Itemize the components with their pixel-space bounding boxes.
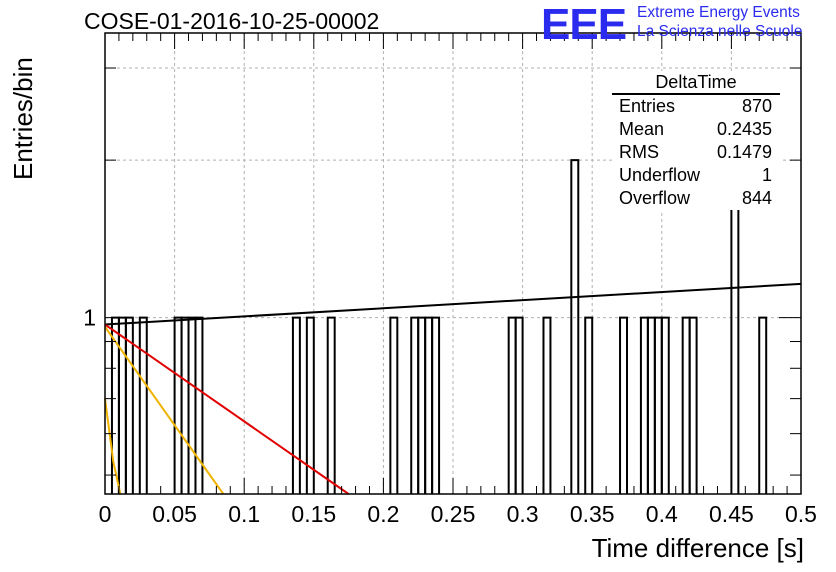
stats-label: Underflow [619,165,701,185]
histogram-bar [410,316,420,494]
histogram-bar [688,316,698,494]
histogram-bar [180,316,190,494]
logo-line-1: Extreme Energy Events [637,4,800,21]
histogram-bar [758,316,768,494]
histogram-bar [187,316,197,494]
x-tick-label: 0.3 [507,501,539,527]
histogram-bar [570,159,580,494]
histogram-bar [424,316,434,494]
histogram-bar [514,316,524,494]
stats-title: DeltaTime [612,71,780,95]
x-tick-label: 0.5 [785,501,817,527]
logo-caption: Extreme Energy Events La Scienza nelle S… [637,3,802,41]
stats-value: 844 [741,188,772,208]
histogram-bar [646,316,656,494]
histogram-bar [639,316,649,494]
histogram-bar [117,316,127,494]
histogram-bar [619,316,628,494]
stats-value: 1 [761,165,772,185]
stats-box: DeltaTime Entries 870 Mean 0.2435 RMS 0.… [612,71,780,210]
x-tick-label: 0.45 [709,501,754,527]
fit-curve [104,326,225,495]
stats-value: 0.2435 [716,119,772,139]
fit-curves [104,282,802,495]
histogram-bar [305,316,315,494]
stats-label: RMS [619,142,659,162]
histogram-bar [138,316,148,494]
stats-row-entries: Entries 870 [612,95,780,118]
histogram-bar [291,316,301,494]
chart-title: COSE-01-2016-10-25-00002 [84,8,380,34]
histogram-bar [417,316,427,494]
stats-value: 0.1479 [716,142,772,162]
eee-logo: EEE [541,0,627,49]
x-tick-label: 0.15 [291,501,336,527]
x-tick-label: 0.05 [152,501,197,527]
histogram-bar [653,316,663,494]
stats-label: Entries [619,96,676,116]
stats-label: Mean [619,119,665,139]
x-tick-label: 0 [99,501,112,527]
x-tick-label: 0.2 [367,501,399,527]
histogram-bars [110,159,768,494]
stats-row-overflow: Overflow 844 [612,187,780,210]
axes: 0 0.05 0.1 0.15 0.2 0.25 0.3 0.35 0.4 0.45 0.5 1 [83,32,817,527]
histogram-bar [730,159,740,494]
histogram-bar [660,316,670,494]
histogram-bar [542,316,552,494]
histogram-bar [173,316,183,494]
logo-line-2: La Scienza nelle Scuole [637,23,803,40]
fit-curve [104,282,802,326]
y-tick-label: 1 [83,305,96,331]
fit-curve [104,323,350,495]
stats-label: Overflow [619,188,691,208]
histogram-bar [194,316,204,494]
x-tick-label: 0.4 [646,501,678,527]
histogram-bar [431,316,441,494]
fit-curve [104,398,122,495]
histogram-bar [326,316,336,494]
histogram-bar [389,316,399,494]
stats-row-mean: Mean 0.2435 [612,118,780,141]
x-tick-label: 0.35 [570,501,615,527]
stats-row-rms: RMS 0.1479 [612,141,780,164]
x-axis-label: Time difference [s] [591,533,804,563]
x-tick-label: 0.25 [431,501,476,527]
histogram-bar [124,316,134,494]
stats-row-underflow: Underflow 1 [612,164,780,187]
stats-value: 870 [741,96,772,116]
x-tick-label: 0.1 [228,501,260,527]
histogram-bar [681,316,691,494]
y-axis-label: Entries/bin [8,57,38,180]
histogram-bar [584,316,594,494]
histogram-bar [507,316,517,494]
